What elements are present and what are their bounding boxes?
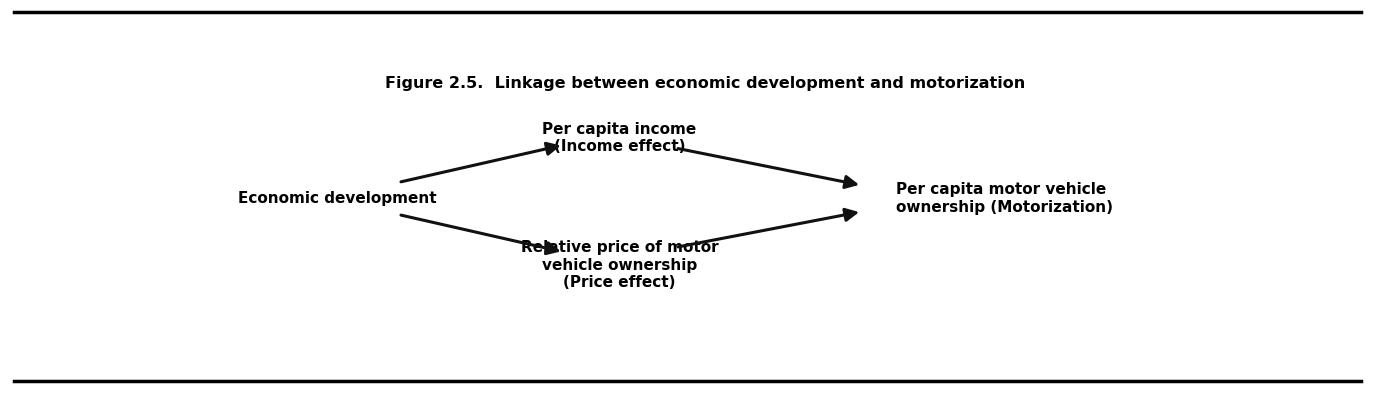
- Text: Per capita motor vehicle
ownership (Motorization): Per capita motor vehicle ownership (Moto…: [896, 182, 1114, 215]
- Text: Economic development: Economic development: [238, 191, 436, 206]
- Text: Per capita income
(Income effect): Per capita income (Income effect): [542, 122, 697, 154]
- Text: Figure 2.5.  Linkage between economic development and motorization: Figure 2.5. Linkage between economic dev…: [385, 76, 1024, 91]
- Text: Relative price of motor
vehicle ownership
(Price effect): Relative price of motor vehicle ownershi…: [521, 240, 718, 290]
